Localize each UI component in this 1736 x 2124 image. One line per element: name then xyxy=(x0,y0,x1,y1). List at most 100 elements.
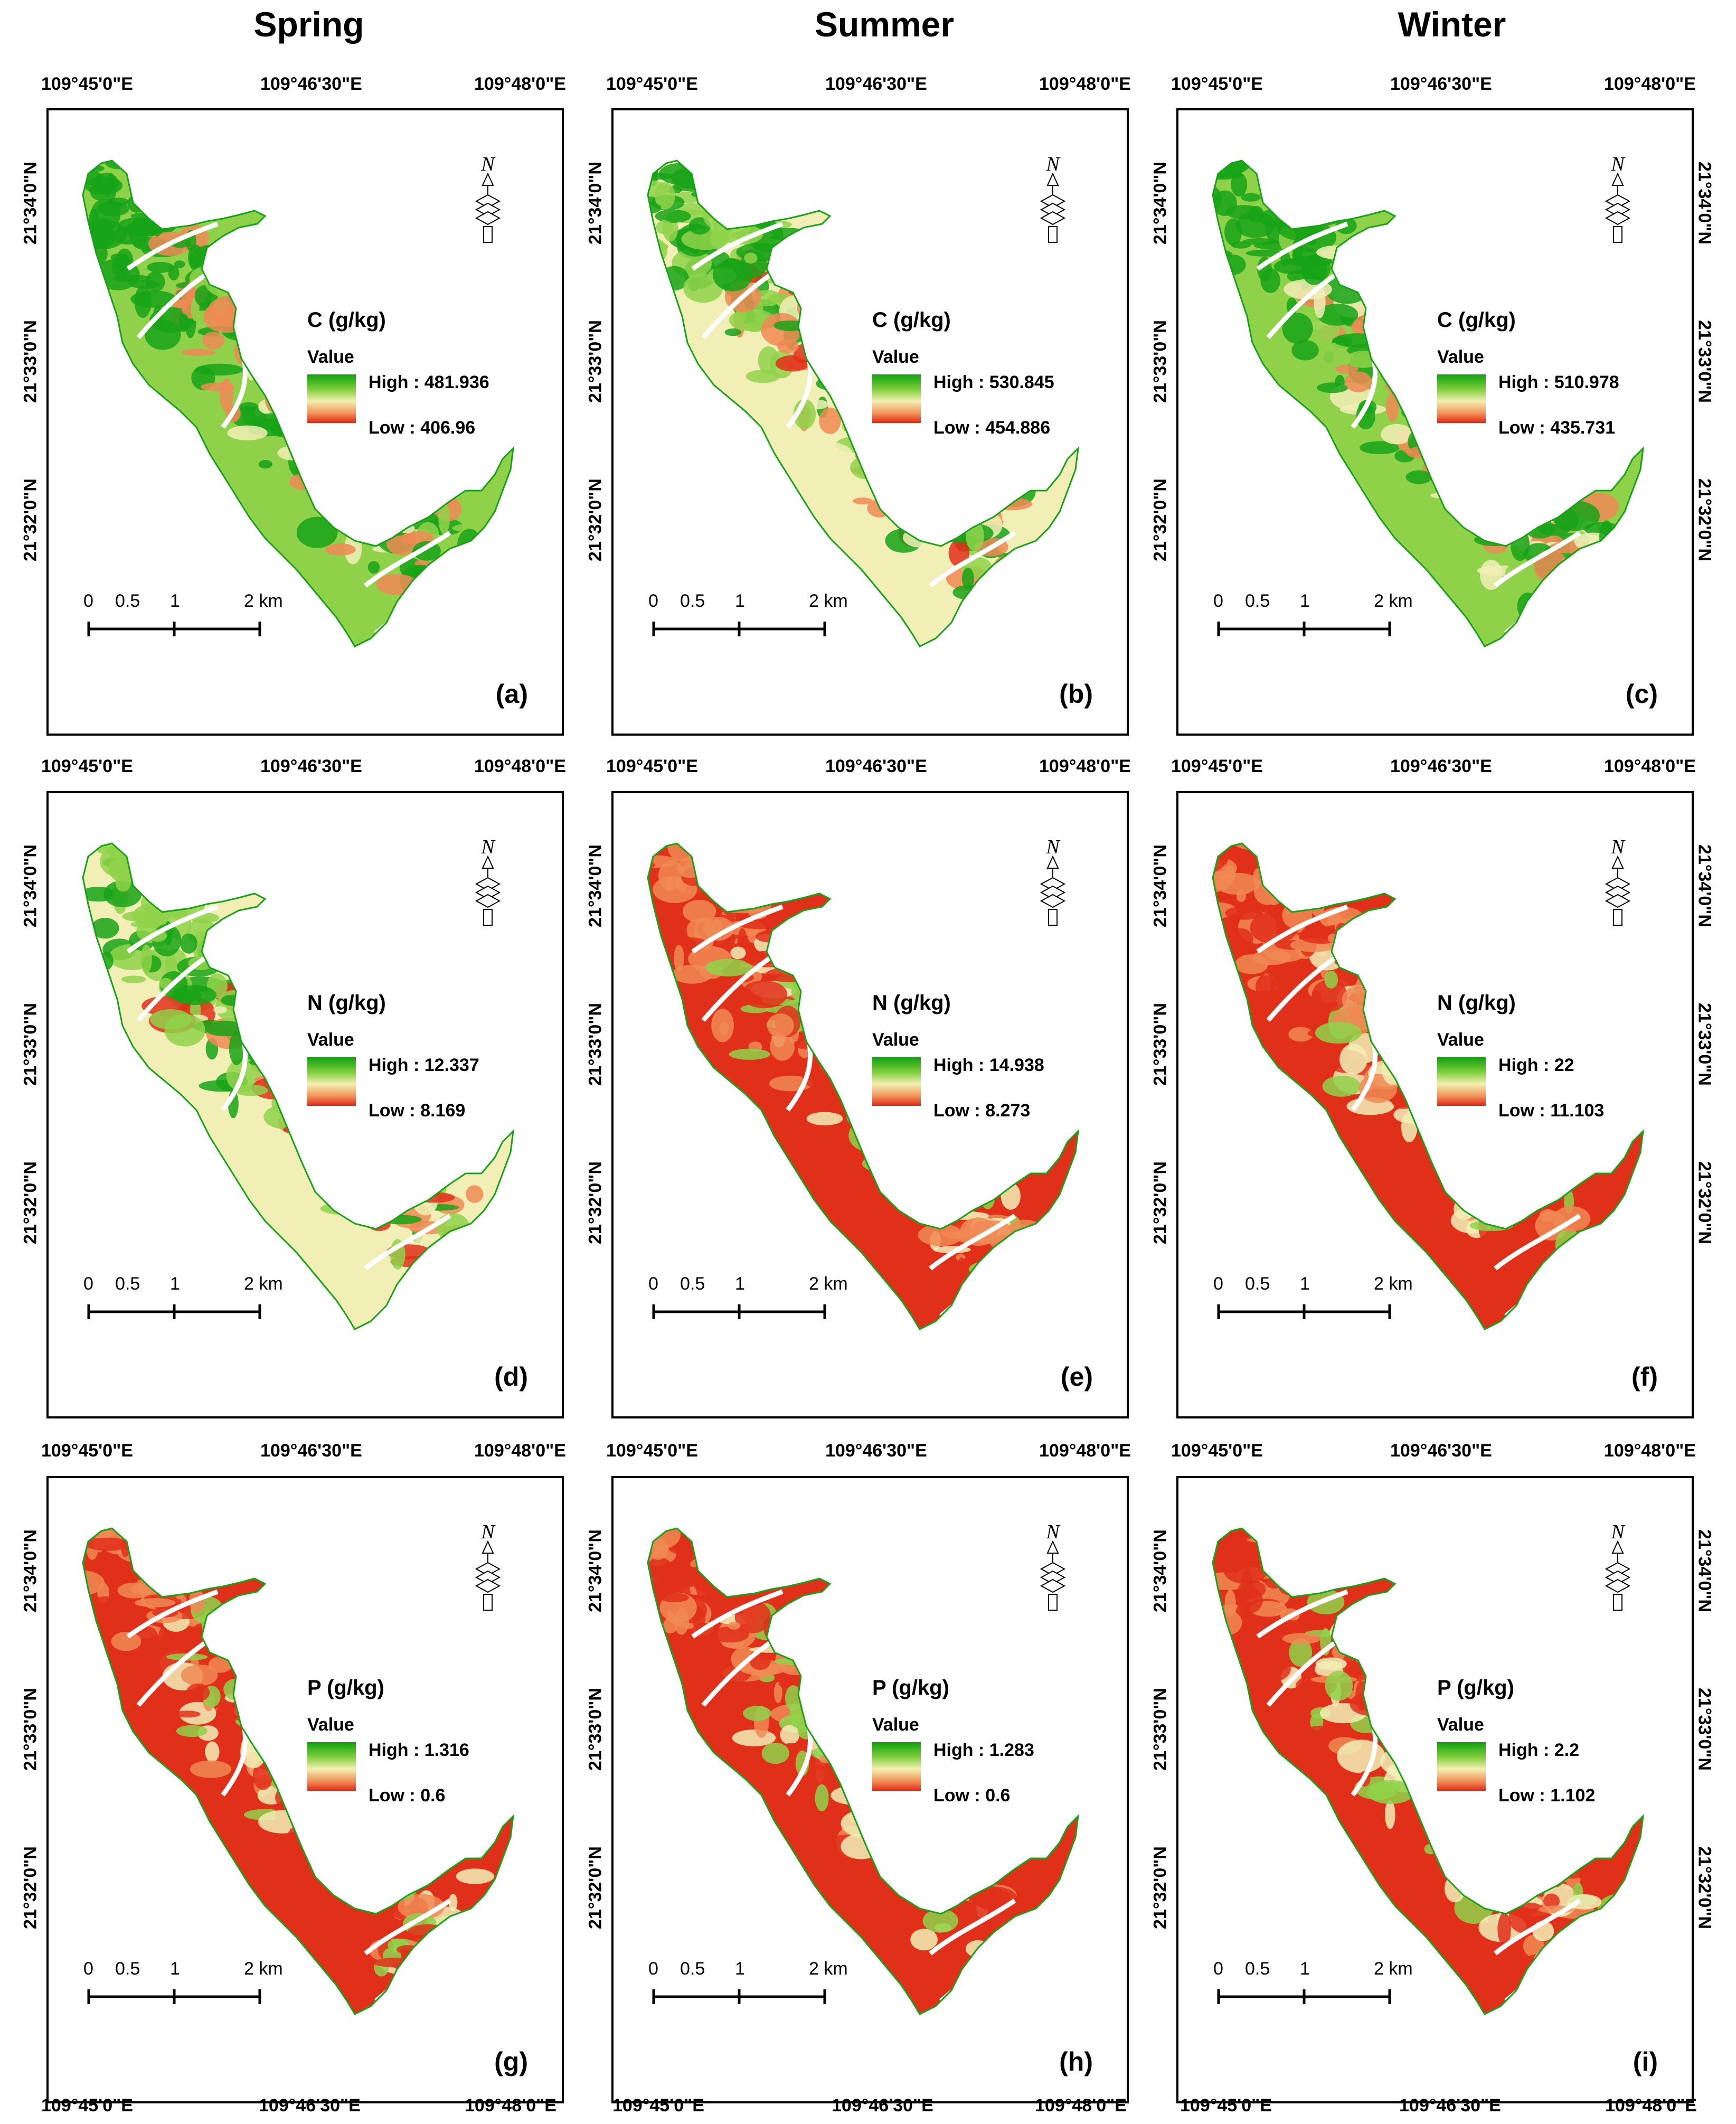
raster-patch xyxy=(899,458,929,470)
raster-patch xyxy=(296,1822,311,1835)
scale-label: 0.5 xyxy=(680,1959,705,1979)
raster-patch xyxy=(1622,1937,1640,1970)
raster-patch xyxy=(451,550,478,566)
raster-patch xyxy=(1589,606,1606,629)
raster-patch xyxy=(296,1734,307,1765)
bottom-coord-mid-3: 109°46'30"E xyxy=(1399,2095,1501,2116)
raster-patch xyxy=(1289,1638,1313,1667)
raster-patch xyxy=(84,830,104,840)
raster-patch xyxy=(1382,1054,1404,1085)
raster-patch xyxy=(1072,1965,1078,1990)
raster-patch xyxy=(1012,1986,1033,2014)
raster-patch xyxy=(454,1943,499,1975)
raster-patch xyxy=(879,1129,912,1159)
raster-patch xyxy=(1027,1256,1059,1279)
raster-patch xyxy=(1044,1266,1058,1293)
raster-patch xyxy=(168,266,180,281)
legend-value-label: Value xyxy=(307,1715,354,1735)
raster-patch xyxy=(1037,609,1052,621)
raster-patch xyxy=(1229,843,1275,850)
raster-patch xyxy=(1421,349,1436,379)
raster-patch xyxy=(814,351,843,366)
raster-patch xyxy=(1380,1029,1414,1047)
raster-patch xyxy=(1443,1122,1481,1140)
raster-patch xyxy=(1649,561,1658,593)
scale-label: 0.5 xyxy=(115,1274,140,1294)
raster-patch xyxy=(1560,1308,1593,1319)
raster-patch xyxy=(378,1180,387,1200)
raster-patch xyxy=(1329,1617,1375,1648)
raster-patch xyxy=(1026,671,1058,701)
raster-patch xyxy=(831,1785,876,1805)
raster-patch xyxy=(456,1264,487,1291)
north-letter: N xyxy=(1045,153,1061,175)
raster-patch xyxy=(1363,976,1390,983)
tidal-creek xyxy=(364,531,451,588)
raster-patch xyxy=(1515,1864,1543,1894)
raster-patch xyxy=(1276,1568,1312,1585)
raster-patch xyxy=(327,479,373,508)
raster-patch xyxy=(1075,1935,1078,1967)
raster-patch xyxy=(1492,1849,1502,1880)
raster-patch xyxy=(1595,600,1636,607)
raster-patch xyxy=(331,1810,362,1832)
raster-patch xyxy=(297,424,336,451)
raster-patch xyxy=(1595,624,1638,646)
raster-patch xyxy=(1540,596,1567,612)
raster-patch xyxy=(238,1684,250,1700)
raster-patch xyxy=(829,1006,840,1022)
raster-patch xyxy=(1455,480,1471,502)
raster-patch xyxy=(1609,626,1622,646)
raster-patch xyxy=(1592,1906,1617,1922)
legend-color-ramp xyxy=(872,1057,921,1106)
raster-patch xyxy=(1017,1919,1039,1939)
raster-patch xyxy=(758,346,779,374)
raster-patch xyxy=(55,1569,79,1590)
raster-patch xyxy=(959,1217,998,1246)
raster-patch xyxy=(355,454,382,460)
raster-patch xyxy=(927,494,973,524)
raster-patch xyxy=(1254,878,1280,905)
raster-patch xyxy=(272,1036,284,1060)
tidal-creek xyxy=(786,1041,813,1112)
raster-patch xyxy=(1564,618,1605,626)
raster-patch xyxy=(688,1622,717,1655)
raster-patch xyxy=(357,1149,398,1183)
north-arrow-icon: N xyxy=(1037,1520,1069,1618)
raster-patch xyxy=(672,964,713,984)
raster-patch xyxy=(1408,316,1442,350)
scale-label: 1 xyxy=(170,591,180,611)
tidal-creek xyxy=(786,358,813,429)
raster-patch xyxy=(732,1729,776,1746)
raster-patch xyxy=(1069,664,1089,678)
raster-patch xyxy=(395,487,420,520)
raster-patch xyxy=(862,1113,894,1147)
raster-patch xyxy=(1493,1829,1521,1849)
raster-patch xyxy=(339,1154,367,1172)
raster-patch xyxy=(356,1235,380,1262)
north-letter: N xyxy=(1045,1521,1061,1543)
raster-patch xyxy=(1520,477,1534,493)
top-coord-right-3: 109°48'0"E xyxy=(1604,74,1696,94)
tidal-creek xyxy=(691,904,784,954)
raster-patch xyxy=(502,1945,513,1969)
raster-patch xyxy=(1385,1800,1395,1829)
raster-patch xyxy=(321,436,352,469)
raster-patch xyxy=(1617,1945,1643,1970)
raster-patch xyxy=(384,1124,414,1156)
raster-patch xyxy=(1062,1240,1078,1262)
raster-patch xyxy=(766,1631,814,1642)
raster-patch xyxy=(740,165,753,195)
raster-patch xyxy=(817,1016,837,1048)
raster-patch xyxy=(1445,1171,1457,1180)
scale-label: 1 xyxy=(1300,1274,1310,1294)
raster-patch xyxy=(974,1943,1015,1976)
raster-patch xyxy=(369,1181,389,1196)
raster-patch xyxy=(1625,1234,1634,1263)
raster-patch xyxy=(327,475,371,484)
raster-patch xyxy=(272,1056,308,1069)
raster-patch xyxy=(1549,1864,1568,1877)
raster-patch xyxy=(412,541,441,561)
raster-patch xyxy=(1480,1855,1528,1886)
top-coord-right-5: 109°48'0"E xyxy=(1039,756,1131,776)
